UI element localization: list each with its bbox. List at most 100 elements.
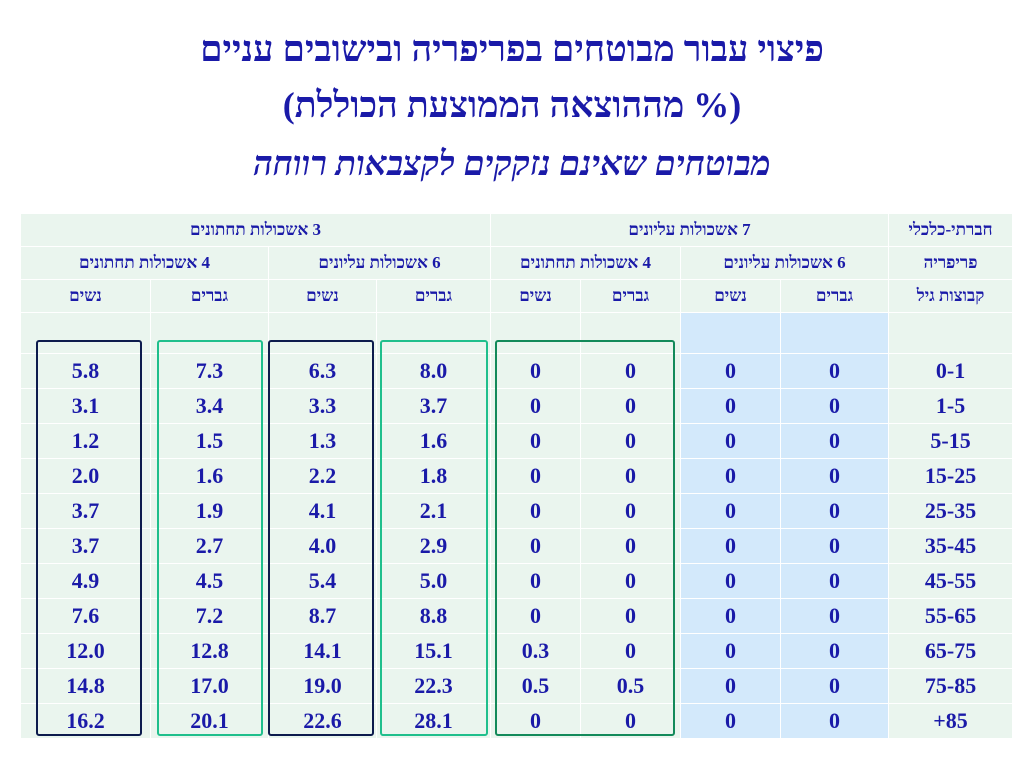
value-cell: 0 xyxy=(490,423,582,459)
spacer-cell xyxy=(20,312,151,354)
age-group-cell: 35-45 xyxy=(888,528,1014,564)
value-cell: 0 xyxy=(490,563,582,599)
header-women: נשים xyxy=(680,279,782,313)
value-cell: 0 xyxy=(780,668,890,704)
value-cell: 5.4 xyxy=(268,563,377,599)
header-row-periphery: 4 אשכולות תחתונים 6 אשכולות עליונים 4 אש… xyxy=(20,246,1014,280)
age-group-cell: 15-25 xyxy=(888,458,1014,494)
value-cell: 0 xyxy=(580,703,682,739)
value-cell: 2.1 xyxy=(375,493,492,529)
header-women: נשים xyxy=(268,279,377,313)
value-cell: 0 xyxy=(780,388,890,424)
table-row: 3.1 3.4 3.3 3.7 0 0 0 0 1-5 xyxy=(20,388,1014,424)
spacer-cell xyxy=(150,312,269,354)
value-cell: 0 xyxy=(780,353,890,389)
value-cell: 2.2 xyxy=(268,458,377,494)
value-cell: 0 xyxy=(680,528,782,564)
value-cell: 0 xyxy=(780,563,890,599)
value-cell: 0 xyxy=(680,668,782,704)
header-socioeconomic: חברתי-כלכלי xyxy=(888,213,1014,247)
value-cell: 0 xyxy=(490,458,582,494)
value-cell: 0.5 xyxy=(490,668,582,704)
data-rows: 5.8 7.3 6.3 8.0 0 0 0 0 0-1 3.1 3.4 3.3 3.7 0 0 0 0 1-5 1.… xyxy=(20,353,1014,739)
value-cell: 0 xyxy=(490,493,582,529)
value-cell: 0 xyxy=(580,563,682,599)
value-cell: 4.0 xyxy=(268,528,377,564)
header-men: גברים xyxy=(150,279,269,313)
age-group-cell: 45-55 xyxy=(888,563,1014,599)
value-cell: 5.8 xyxy=(20,353,151,389)
value-cell: 14.1 xyxy=(268,633,377,669)
age-group-cell: 25-35 xyxy=(888,493,1014,529)
value-cell: 0.3 xyxy=(490,633,582,669)
table-row: 16.2 20.1 22.6 28.1 0 0 0 0 +85 xyxy=(20,703,1014,739)
header-low3: 3 אשכולות תחתונים xyxy=(19,213,492,247)
value-cell: 0 xyxy=(580,423,682,459)
value-cell: 0 xyxy=(490,703,582,739)
value-cell: 0 xyxy=(580,353,682,389)
value-cell: 0 xyxy=(680,353,782,389)
value-cell: 8.0 xyxy=(375,353,492,389)
value-cell: 0 xyxy=(490,598,582,634)
slide-title: פיצוי עבור מבוטחים בפריפריה ובישובים עני… xyxy=(200,29,824,69)
value-cell: 0 xyxy=(680,563,782,599)
value-cell: 2.7 xyxy=(150,528,269,564)
value-cell: 16.2 xyxy=(20,703,151,739)
value-cell: 0 xyxy=(680,458,782,494)
value-cell: 0.5 xyxy=(580,668,682,704)
value-cell: 1.9 xyxy=(150,493,269,529)
value-cell: 6.3 xyxy=(268,353,377,389)
value-cell: 14.8 xyxy=(20,668,151,704)
header-women: נשים xyxy=(490,279,582,313)
header-men: גברים xyxy=(375,279,492,313)
value-cell: 5.0 xyxy=(375,563,492,599)
header-row-clusters: 3 אשכולות תחתונים 7 אשכולות עליונים חברת… xyxy=(19,213,1014,247)
value-cell: 0 xyxy=(780,423,890,459)
value-cell: 12.0 xyxy=(20,633,151,669)
spacer-cell xyxy=(375,312,492,354)
value-cell: 0 xyxy=(580,458,682,494)
value-cell: 7.3 xyxy=(150,353,269,389)
age-group-cell: 5-15 xyxy=(888,423,1014,459)
value-cell: 4.1 xyxy=(268,493,377,529)
header-men: גברים xyxy=(580,279,682,313)
value-cell: 0 xyxy=(680,493,782,529)
value-cell: 3.4 xyxy=(150,388,269,424)
value-cell: 0 xyxy=(680,423,782,459)
spacer-cell xyxy=(780,312,890,354)
value-cell: 0 xyxy=(490,388,582,424)
value-cell: 3.1 xyxy=(20,388,151,424)
table-row: 7.6 7.2 8.7 8.8 0 0 0 0 55-65 xyxy=(20,598,1014,634)
spacer-cell xyxy=(680,312,782,354)
table-row: 5.8 7.3 6.3 8.0 0 0 0 0 0-1 xyxy=(20,353,1014,389)
compensation-table: 3 אשכולות תחתונים 7 אשכולות עליונים חברת… xyxy=(19,213,1014,739)
value-cell: 4.9 xyxy=(20,563,151,599)
age-group-cell: 75-85 xyxy=(888,668,1014,704)
value-cell: 0 xyxy=(490,528,582,564)
value-cell: 22.3 xyxy=(375,668,492,704)
value-cell: 1.8 xyxy=(375,458,492,494)
age-group-cell: 65-75 xyxy=(888,633,1014,669)
header-age-groups: קבוצות גיל xyxy=(888,279,1014,313)
value-cell: 0 xyxy=(780,458,890,494)
table-row: 1.2 1.5 1.3 1.6 0 0 0 0 5-15 xyxy=(20,423,1014,459)
header-top6: 6 אשכולות עליונים xyxy=(267,246,492,280)
value-cell: 0 xyxy=(680,633,782,669)
value-cell: 1.3 xyxy=(268,423,377,459)
table-row: 14.8 17.0 19.0 22.3 0.5 0.5 0 0 75-85 xyxy=(20,668,1014,704)
table-row: 12.0 12.8 14.1 15.1 0.3 0 0 0 65-75 xyxy=(20,633,1014,669)
header-row-gender: נשים גברים נשים גברים נשים גברים נשים גב… xyxy=(20,279,1014,313)
age-group-cell: +85 xyxy=(888,703,1014,739)
header-top6-b: 6 אשכולות עליונים xyxy=(680,246,890,280)
table-row: 3.7 2.7 4.0 2.9 0 0 0 0 35-45 xyxy=(20,528,1014,564)
value-cell: 3.3 xyxy=(268,388,377,424)
header-top7: 7 אשכולות עליונים xyxy=(490,213,890,247)
header-low4-b: 4 אשכולות תחתונים xyxy=(490,246,682,280)
value-cell: 20.1 xyxy=(150,703,269,739)
value-cell: 0 xyxy=(580,388,682,424)
value-cell: 3.7 xyxy=(20,493,151,529)
spacer-cell xyxy=(490,312,582,354)
value-cell: 28.1 xyxy=(375,703,492,739)
age-group-cell: 55-65 xyxy=(888,598,1014,634)
table-row: 3.7 1.9 4.1 2.1 0 0 0 0 25-35 xyxy=(20,493,1014,529)
